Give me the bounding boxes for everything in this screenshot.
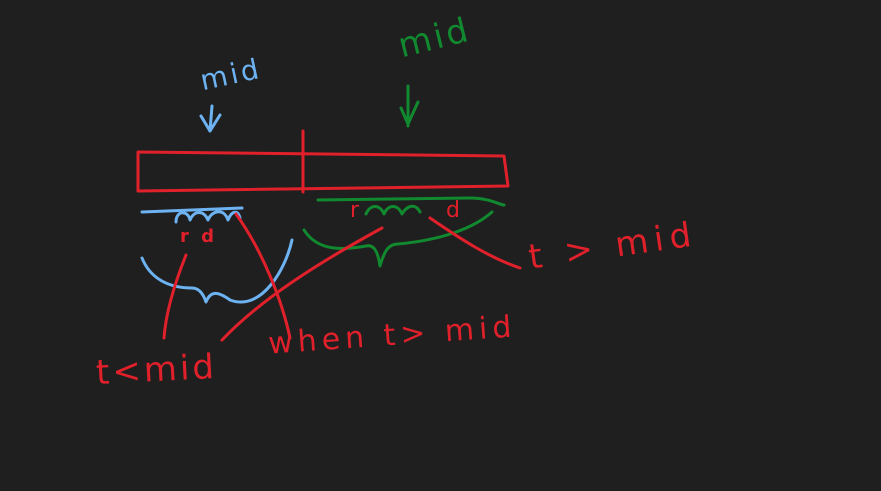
blue-down-arrow bbox=[199, 104, 222, 133]
red-line-t-less-mid bbox=[162, 253, 188, 340]
label-t-less-mid: t<mid bbox=[95, 346, 218, 394]
blue-brace bbox=[140, 238, 294, 304]
label-rd-right: r d bbox=[350, 198, 501, 223]
array-bar bbox=[136, 150, 510, 193]
red-line-when-right bbox=[234, 212, 292, 340]
label-rd-left: r d bbox=[180, 226, 218, 247]
green-down-arrow bbox=[399, 84, 420, 128]
blue-bracket bbox=[140, 206, 244, 214]
blue-scribble-top bbox=[174, 210, 242, 224]
red-line-when-cross bbox=[220, 226, 384, 342]
green-bracket bbox=[316, 196, 506, 207]
red-line-t-gt-mid bbox=[428, 216, 522, 270]
green-scribble-top bbox=[364, 204, 422, 216]
